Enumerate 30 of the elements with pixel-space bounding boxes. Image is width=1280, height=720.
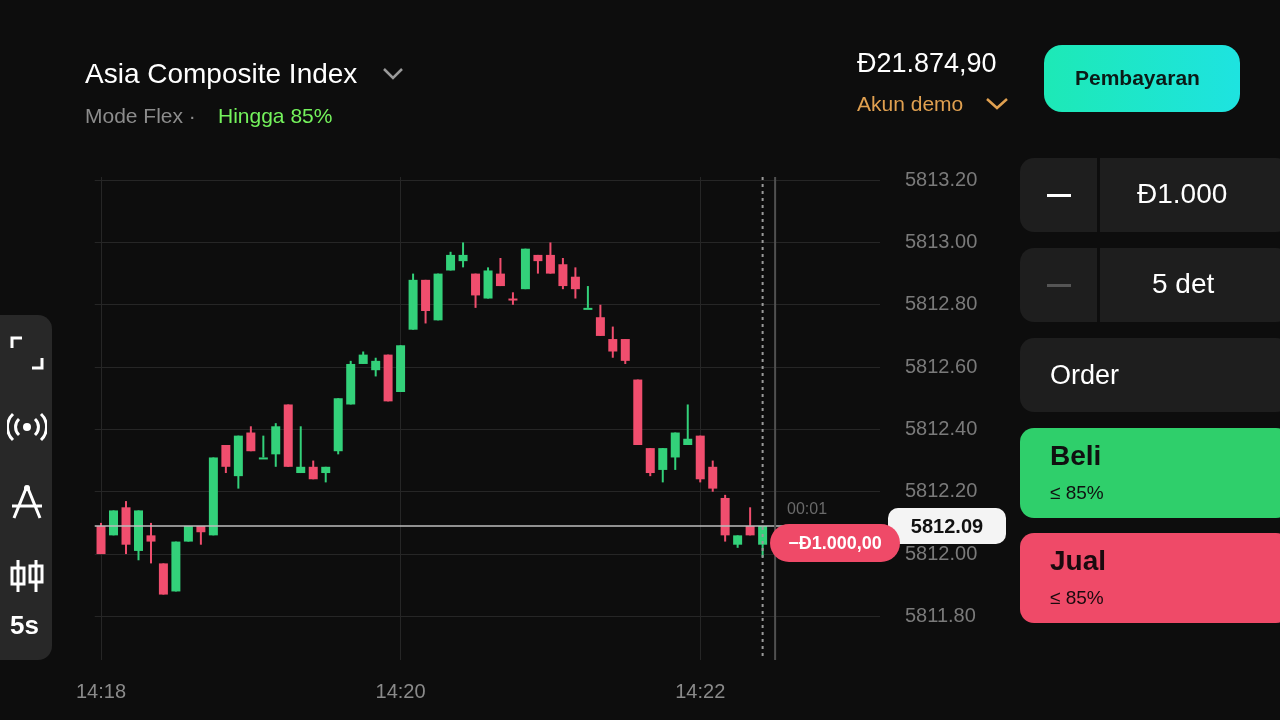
chart-subtitle: Mode Flex · [85,104,196,128]
candlestick [583,285,593,310]
text: Akun demo [857,92,964,116]
text: Đ21.874,90 [857,48,997,79]
y-tick-label: 5812.60 [905,354,978,377]
text: Hingga 85% [218,104,333,128]
chart-title: Asia Composite Index [85,58,358,90]
text: Đ1.000 [1137,178,1228,210]
y-tick-label: 5812.00 [905,541,978,564]
x-tick-label: 14:18 [75,679,127,702]
y-tick-label: 5813.20 [905,167,978,190]
text: 5 det [1152,268,1215,300]
candlestick [258,434,268,460]
annotation: −Đ1.000,00 [770,524,900,562]
ref-line-label: 5812.09 [910,514,984,537]
text: Pembayaran [1075,66,1200,90]
text: Beli [1050,440,1102,472]
text: Order [1050,360,1120,391]
text: ≤ 85% [1050,587,1104,609]
y-tick-label: 5812.40 [905,416,978,439]
text: 5s [10,610,39,641]
y-tick-label: 5812.20 [905,479,978,502]
text: ≤ 85% [1050,482,1104,504]
x-tick-label: 14:22 [675,679,726,702]
y-tick-label: 5813.00 [905,229,978,252]
y-tick-label: 5811.80 [905,603,976,626]
x-tick-label: 14:20 [375,679,426,702]
y-tick-label: 5812.80 [905,292,978,315]
text: Jual [1050,545,1107,577]
annotation: 00:01 [787,500,828,518]
